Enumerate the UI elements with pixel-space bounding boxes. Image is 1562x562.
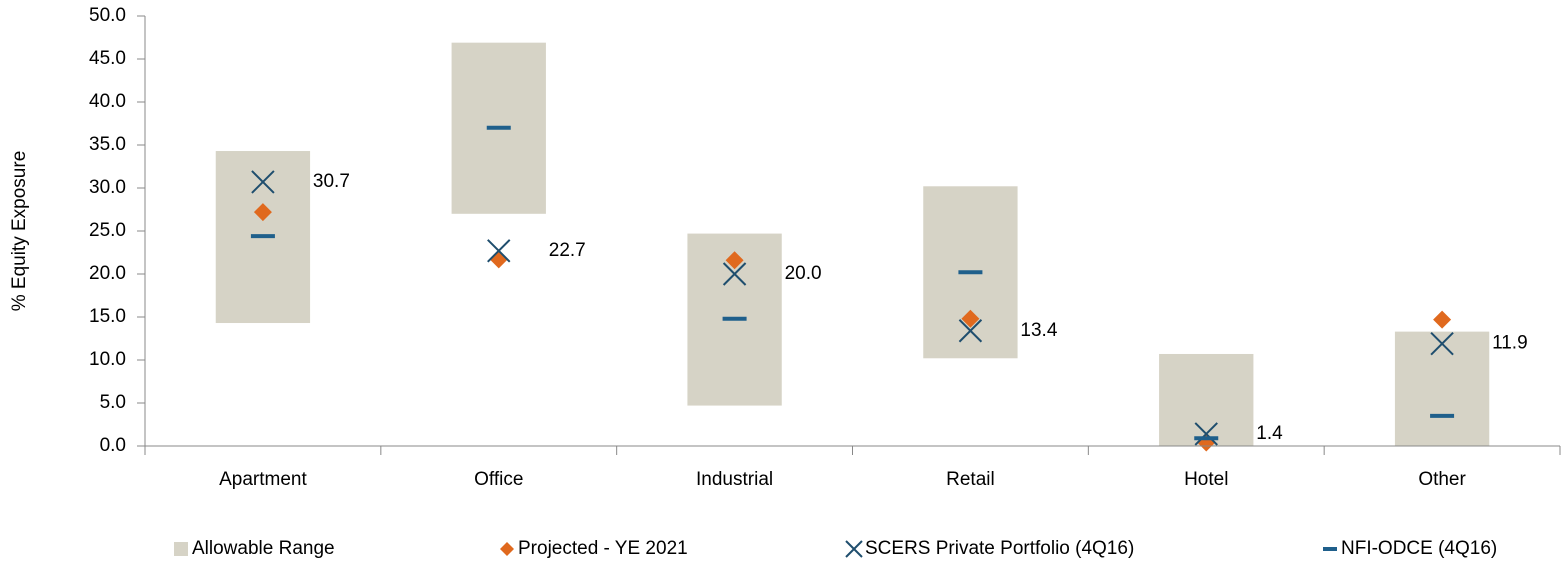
x-marker: [1194, 422, 1218, 446]
x-tick-label: Retail: [946, 469, 995, 490]
legend-label: SCERS Private Portfolio (4Q16): [865, 538, 1134, 559]
data-label: 1.4: [1256, 423, 1283, 444]
y-tick-label: 30.0: [89, 177, 126, 198]
x-marker: [251, 170, 275, 194]
diamond-marker: [489, 250, 508, 269]
legend-swatch: [845, 540, 863, 558]
y-axis-label: % Equity Exposure: [9, 151, 30, 312]
range-box: [1394, 331, 1490, 446]
x-tick-label: Industrial: [696, 469, 773, 490]
legend-swatch: [174, 542, 188, 556]
y-tick-label: 35.0: [89, 134, 126, 155]
diamond-marker: [1433, 310, 1452, 329]
x-tick-label: Office: [474, 469, 523, 490]
y-tick-label: 0.0: [100, 435, 126, 456]
x-tick-label: Hotel: [1184, 469, 1228, 490]
x-tick-label: Other: [1418, 469, 1466, 490]
diamond-marker: [253, 203, 272, 222]
y-tick-label: 20.0: [89, 263, 126, 284]
x-marker: [958, 319, 983, 343]
y-tick-label: 10.0: [89, 349, 126, 370]
y-tick-label: 5.0: [100, 392, 126, 413]
x-tick-label: Apartment: [219, 469, 307, 490]
x-marker: [722, 262, 747, 286]
legend-label: Projected - YE 2021: [518, 538, 688, 559]
legend-swatch: [500, 542, 514, 556]
data-label: 30.7: [313, 171, 350, 192]
y-tick-label: 50.0: [89, 5, 126, 26]
x-marker: [487, 239, 511, 263]
y-tick-label: 15.0: [89, 306, 126, 327]
legend-label: Allowable Range: [192, 538, 335, 559]
y-tick-label: 45.0: [89, 48, 126, 69]
legend-label: NFI-ODCE (4Q16): [1341, 538, 1497, 559]
diamond-marker: [961, 309, 980, 328]
data-label: 11.9: [1492, 333, 1528, 354]
data-label: 20.0: [785, 263, 822, 284]
data-label: 22.7: [549, 240, 586, 261]
diamond-marker: [725, 251, 744, 270]
data-label: 13.4: [1020, 320, 1057, 341]
x-marker: [1430, 331, 1454, 356]
y-tick-label: 25.0: [89, 220, 126, 241]
range-box: [1159, 353, 1254, 446]
y-tick-label: 40.0: [89, 91, 126, 112]
